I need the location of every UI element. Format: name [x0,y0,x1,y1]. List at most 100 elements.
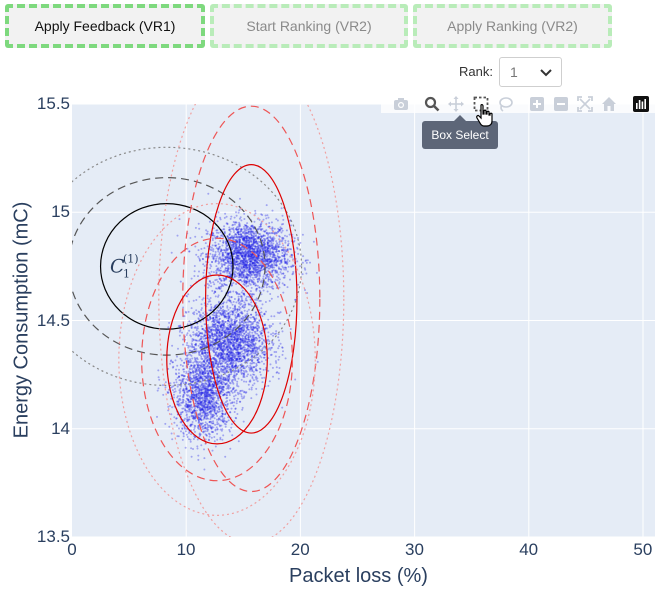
apply-feedback-button[interactable]: Apply Feedback (VR1) [5,4,205,48]
scatter-point [236,240,238,243]
scatter-point [259,245,262,248]
scatter-point [252,256,255,259]
scatter-point [270,286,273,289]
scatter-point [248,328,251,331]
scatter-point [227,256,230,259]
scatter-point [258,326,261,328]
scatter-point [232,242,235,245]
scatter-point [217,300,220,303]
scatter-point [249,236,252,239]
scatter-point [301,233,304,236]
scatter-point [294,378,297,381]
scatter-point [252,268,255,271]
scatter-point [271,237,274,240]
scatter-point [240,272,243,275]
scatter-point [267,335,270,338]
scatter-point [250,313,252,316]
scatter-point [256,248,259,251]
scatter-point [236,413,239,415]
scatter-point [285,229,288,232]
scatter-point [251,323,254,326]
scatter-point [170,359,173,362]
scatter-point [230,319,233,322]
scatter-point [176,355,178,358]
scatter-point [205,232,208,235]
scatter-point [219,250,222,253]
scatter-point [243,236,246,239]
scatter-point [224,256,227,259]
scatter-point [247,280,250,283]
apply-ranking-button[interactable]: Apply Ranking (VR2) [413,4,612,48]
scatter-point [253,241,256,244]
scatter-point [267,278,270,281]
scatter-point [261,334,264,337]
scatter-point [283,255,286,258]
scatter-point [229,362,231,365]
scatter-point [236,256,239,259]
scatter-point [240,259,243,262]
scatter-point [246,261,249,264]
scatter-point [268,225,271,228]
scatter-point [210,265,213,268]
scatter-point [223,270,225,273]
scatter-point [217,280,219,283]
rank-select[interactable]: 1 [499,57,562,87]
scatter-point [236,260,238,263]
scatter-point [238,315,241,318]
scatter-point [236,263,239,266]
scatter-point [230,243,233,246]
scatter-point [247,236,250,239]
scatter-point [293,237,296,240]
scatter-point [248,237,251,240]
scatter-point [209,281,212,284]
start-ranking-button[interactable]: Start Ranking (VR2) [210,4,408,48]
scatter-point [280,258,283,261]
scatter-point [276,271,279,274]
scatter-point [233,258,236,261]
scatter-point [248,237,251,240]
scatter-plot[interactable]: C1(1) [0,96,661,546]
scatter-point [206,277,209,280]
scatter-point [229,386,232,389]
scatter-point [188,250,191,253]
scatter-point [245,242,248,245]
scatter-point [271,280,274,283]
scatter-point [251,328,254,331]
scatter-point [249,262,252,265]
scatter-point [253,258,256,261]
scatter-point [226,294,229,297]
scatter-point [236,249,239,252]
scatter-point [190,354,193,357]
scatter-point [263,243,265,246]
scatter-point [287,244,289,247]
scatter-point [280,260,283,263]
scatter-point [289,328,292,330]
scatter-point [216,229,219,232]
scatter-point [222,321,225,324]
scatter-point [227,419,230,422]
scatter-point [256,236,259,239]
scatter-point [238,209,241,212]
scatter-point [255,275,258,278]
scatter-point [240,255,243,257]
scatter-point [211,313,214,316]
scatter-point [292,272,295,275]
scatter-point [270,260,273,263]
scatter-point [248,263,251,266]
toolbar: Apply Feedback (VR1) Start Ranking (VR2)… [0,0,661,56]
scatter-point [236,254,239,257]
scatter-point [235,243,238,246]
scatter-point [235,268,238,271]
scatter-point [277,257,280,260]
scatter-point [220,259,223,262]
scatter-point [263,260,265,262]
scatter-point [249,264,252,267]
scatter-point [244,256,247,259]
scatter-point [259,270,262,273]
scatter-point [242,266,245,269]
scatter-point [263,362,265,365]
scatter-point [243,329,246,331]
scatter-point [284,239,287,242]
scatter-point [245,380,248,383]
scatter-point [253,260,256,263]
